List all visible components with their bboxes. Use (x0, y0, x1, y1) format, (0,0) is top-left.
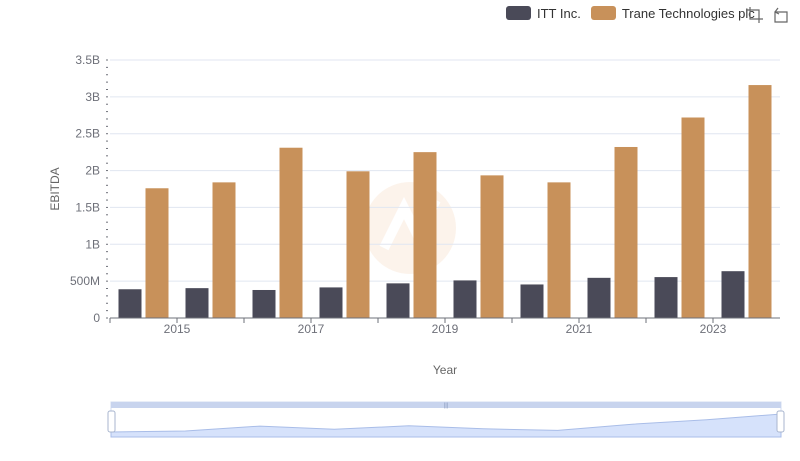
legend-item-itt[interactable]: ITT Inc. (506, 6, 581, 21)
bar-itt-2020[interactable] (520, 284, 544, 318)
zoom-icon[interactable] (746, 6, 764, 24)
bar-itt-2018[interactable] (386, 283, 410, 318)
legend-swatch-itt (506, 6, 531, 20)
bar-trane-2019[interactable] (480, 175, 504, 318)
bar-itt-2019[interactable] (453, 280, 477, 318)
y-axis-title: EBITDA (48, 167, 62, 210)
bar-trane-2020[interactable] (547, 182, 571, 318)
legend-label-itt: ITT Inc. (537, 5, 581, 21)
y-tick-label: 2B (85, 164, 100, 178)
x-tick-label: 2015 (164, 322, 191, 336)
legend-swatch-trane (590, 6, 616, 20)
bar-trane-2023[interactable] (748, 85, 772, 318)
y-tick-label: 1B (85, 237, 100, 251)
y-axis-ticks: 0 500M 1B 1.5B 2B 2.5B 3B 3.5B (70, 53, 108, 325)
bar-itt-2016[interactable] (252, 289, 276, 318)
slider-right-handle[interactable] (776, 410, 785, 433)
legend-label-trane: Trane Technologies plc (621, 5, 755, 21)
bar-trane-2016[interactable] (279, 147, 303, 318)
watermark-logo (364, 182, 456, 274)
bar-itt-2017[interactable] (319, 287, 343, 318)
x-axis-ticks: 2015 2017 2019 2021 2023 (109, 318, 727, 336)
x-tick-label: 2023 (700, 322, 727, 336)
x-tick-label: 2021 (566, 322, 593, 336)
bar-itt-2014[interactable] (118, 289, 142, 318)
bar-itt-2022[interactable] (654, 277, 678, 318)
slider-grip-icon: ||| (444, 403, 449, 409)
legend-item-trane[interactable]: Trane Technologies plc (590, 5, 755, 21)
y-tick-label: 3.5B (75, 53, 100, 67)
bars (118, 85, 772, 318)
y-tick-label: 500M (70, 274, 100, 288)
bar-itt-2015[interactable] (185, 288, 209, 318)
slider-left-handle[interactable] (107, 410, 116, 433)
restore-icon[interactable] (772, 6, 790, 24)
y-tick-label: 3B (85, 90, 100, 104)
y-tick-label: 0 (93, 311, 100, 325)
y-tick-label: 2.5B (75, 127, 100, 141)
bar-trane-2015[interactable] (212, 182, 236, 318)
x-tick-label: 2019 (432, 322, 459, 336)
datazoom-slider[interactable]: ||| (107, 401, 785, 438)
x-axis-title: Year (433, 363, 457, 377)
legend: ITT Inc. Trane Technologies plc (506, 3, 765, 23)
bar-trane-2022[interactable] (681, 117, 705, 318)
slider-top-bar (111, 402, 781, 408)
bar-trane-2014[interactable] (145, 188, 169, 318)
bar-itt-2023[interactable] (721, 271, 745, 318)
y-tick-label: 1.5B (75, 200, 100, 214)
bar-trane-2021[interactable] (614, 146, 638, 318)
bar-trane-2018[interactable] (413, 152, 437, 318)
x-tick-label: 2017 (298, 322, 325, 336)
toolbox (746, 6, 790, 24)
bar-itt-2021[interactable] (587, 277, 611, 318)
bar-trane-2017[interactable] (346, 171, 370, 318)
